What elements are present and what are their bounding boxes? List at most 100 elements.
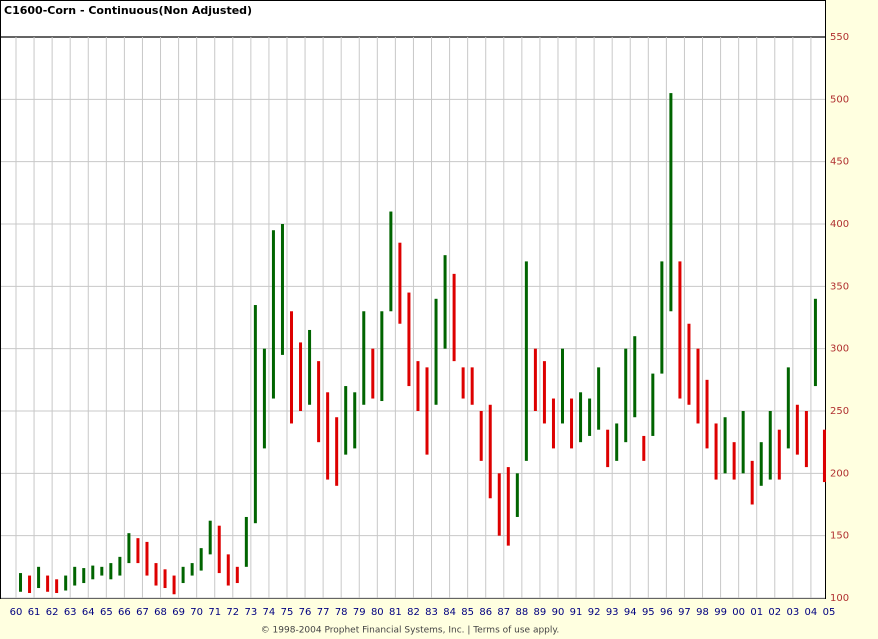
x-tick-label: 77: [317, 607, 330, 618]
price-bar: [208, 520, 212, 555]
x-tick-label: 82: [407, 607, 420, 618]
price-bar: [28, 575, 32, 594]
x-tick-label: 83: [425, 607, 438, 618]
x-tick-label: 95: [642, 607, 655, 618]
x-tick-label: 79: [353, 607, 366, 618]
price-bar: [344, 386, 348, 455]
price-bar: [768, 411, 772, 480]
price-bar: [362, 311, 366, 405]
price-bar: [506, 467, 510, 546]
x-tick-label: 78: [335, 607, 348, 618]
price-bar: [407, 292, 411, 387]
price-bar: [326, 392, 330, 480]
x-tick-label: 90: [552, 607, 565, 618]
x-tick-label: 71: [208, 607, 221, 618]
price-bar: [154, 563, 158, 586]
price-bar: [687, 323, 691, 405]
x-tick-label: 68: [154, 607, 167, 618]
price-bar: [398, 242, 402, 324]
x-tick-label: 04: [805, 607, 818, 618]
x-tick-label: 94: [624, 607, 637, 618]
price-bar: [642, 435, 646, 461]
price-bar: [46, 575, 50, 592]
price-bar: [109, 563, 113, 580]
x-tick-label: 74: [263, 607, 276, 618]
x-tick-label: 98: [696, 607, 709, 618]
x-tick-label: 88: [515, 607, 528, 618]
x-tick-label: 93: [606, 607, 619, 618]
x-tick-label: 02: [768, 607, 781, 618]
price-bar: [488, 404, 492, 499]
y-tick-label: 400: [830, 219, 849, 230]
x-tick-label: 72: [226, 607, 239, 618]
price-bar: [651, 373, 655, 436]
price-bar: [172, 575, 176, 595]
price-bar: [570, 398, 574, 449]
price-bar: [380, 311, 384, 402]
price-bar: [795, 404, 799, 455]
price-bar: [533, 348, 537, 411]
price-bar: [217, 525, 221, 574]
price-bar: [244, 516, 248, 567]
x-tick-label: 64: [82, 607, 95, 618]
y-tick-label: 350: [830, 281, 849, 292]
price-bar: [389, 211, 393, 312]
price-bar: [353, 392, 357, 449]
x-tick-label: 85: [461, 607, 474, 618]
price-bar: [750, 460, 754, 505]
price-bar: [813, 298, 817, 387]
price-bar: [597, 367, 601, 430]
y-tick-label: 200: [830, 468, 849, 479]
price-bar: [542, 361, 546, 424]
price-bar: [624, 348, 628, 443]
price-bar: [19, 573, 23, 592]
price-bar: [64, 575, 68, 591]
footer: © 1998-2004 Prophet Financial Systems, I…: [261, 626, 560, 636]
price-bar: [317, 361, 321, 443]
price-bar: [588, 398, 592, 436]
x-tick-label: 60: [10, 607, 23, 618]
y-tick-label: 100: [830, 593, 849, 604]
price-bar: [163, 569, 167, 589]
x-tick-label: 73: [244, 607, 257, 618]
price-bar: [299, 342, 303, 411]
x-tick-label: 92: [588, 607, 601, 618]
x-tick-label: 61: [28, 607, 41, 618]
price-bar: [416, 361, 420, 411]
price-bar: [271, 230, 275, 399]
price-bar: [37, 566, 41, 589]
price-bar: [443, 255, 447, 349]
price-bar: [560, 348, 564, 424]
y-tick-label: 450: [830, 157, 849, 168]
x-tick-label: 67: [136, 607, 149, 618]
x-tick-label: 84: [443, 607, 456, 618]
x-tick-label: 81: [389, 607, 402, 618]
price-bar: [705, 379, 709, 449]
chart-title: C1600-Corn - Continuous(Non Adjusted): [4, 4, 252, 17]
x-tick-label: 99: [714, 607, 727, 618]
price-bar: [461, 367, 465, 399]
price-bar: [55, 579, 59, 594]
price-bar: [199, 548, 203, 571]
x-tick-label: 62: [46, 607, 59, 618]
price-bar: [452, 273, 456, 362]
price-bar: [100, 566, 104, 576]
price-bar: [235, 566, 239, 584]
price-bar: [633, 336, 637, 418]
price-bar: [777, 429, 781, 480]
price-bar: [714, 423, 718, 480]
price-bar: [515, 473, 519, 517]
price-bar: [145, 541, 149, 576]
price-bar: [822, 429, 826, 483]
x-tick-label: 89: [534, 607, 547, 618]
y-tick-label: 250: [830, 406, 849, 417]
price-bar: [660, 261, 664, 374]
x-tick-label: 65: [100, 607, 113, 618]
price-bar: [434, 298, 438, 405]
x-tick-label: 70: [190, 607, 203, 618]
x-tick-label: 03: [786, 607, 799, 618]
price-bar: [741, 411, 745, 474]
y-tick-label: 150: [830, 531, 849, 542]
